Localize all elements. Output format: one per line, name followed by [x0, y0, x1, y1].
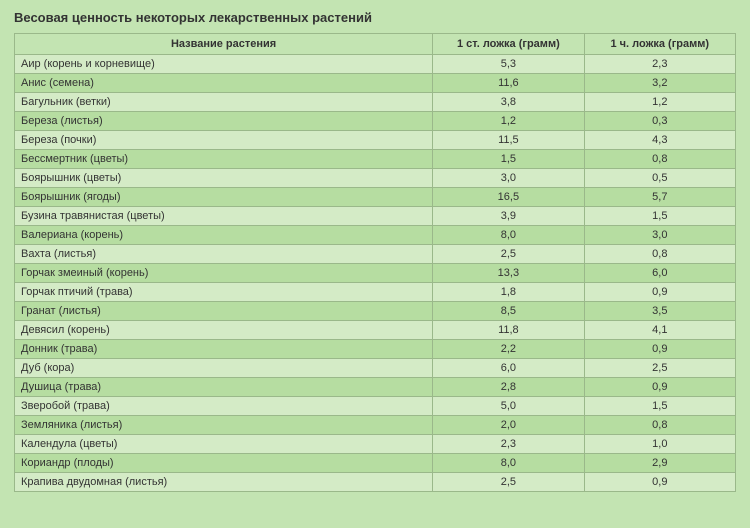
tablespoon-value: 8,0: [433, 454, 584, 473]
plant-name: Донник (трава): [15, 340, 433, 359]
teaspoon-value: 0,9: [584, 473, 735, 492]
teaspoon-value: 3,5: [584, 302, 735, 321]
tablespoon-value: 3,8: [433, 93, 584, 112]
table-row: Гранат (листья)8,53,5: [15, 302, 736, 321]
plant-name: Береза (листья): [15, 112, 433, 131]
col-tablespoon: 1 ст. ложка (грамм): [433, 34, 584, 55]
teaspoon-value: 0,9: [584, 340, 735, 359]
tablespoon-value: 2,2: [433, 340, 584, 359]
table-row: Валериана (корень)8,03,0: [15, 226, 736, 245]
teaspoon-value: 1,0: [584, 435, 735, 454]
plant-name: Земляника (листья): [15, 416, 433, 435]
plants-table: Название растения 1 ст. ложка (грамм) 1 …: [14, 33, 736, 492]
teaspoon-value: 2,5: [584, 359, 735, 378]
plant-name: Аир (корень и корневище): [15, 55, 433, 74]
teaspoon-value: 6,0: [584, 264, 735, 283]
tablespoon-value: 11,8: [433, 321, 584, 340]
teaspoon-value: 2,9: [584, 454, 735, 473]
tablespoon-value: 8,5: [433, 302, 584, 321]
teaspoon-value: 2,3: [584, 55, 735, 74]
plant-name: Боярышник (ягоды): [15, 188, 433, 207]
plant-name: Анис (семена): [15, 74, 433, 93]
table-row: Береза (почки)11,54,3: [15, 131, 736, 150]
tablespoon-value: 5,0: [433, 397, 584, 416]
teaspoon-value: 0,8: [584, 150, 735, 169]
table-row: Зверобой (трава)5,01,5: [15, 397, 736, 416]
plant-name: Гранат (листья): [15, 302, 433, 321]
teaspoon-value: 1,2: [584, 93, 735, 112]
tablespoon-value: 1,2: [433, 112, 584, 131]
table-row: Бузина травянистая (цветы)3,91,5: [15, 207, 736, 226]
table-row: Багульник (ветки)3,81,2: [15, 93, 736, 112]
table-row: Дуб (кора)6,02,5: [15, 359, 736, 378]
tablespoon-value: 2,5: [433, 473, 584, 492]
teaspoon-value: 4,3: [584, 131, 735, 150]
tablespoon-value: 11,5: [433, 131, 584, 150]
plant-name: Зверобой (трава): [15, 397, 433, 416]
teaspoon-value: 1,5: [584, 207, 735, 226]
table-row: Крапива двудомная (листья)2,50,9: [15, 473, 736, 492]
table-row: Календула (цветы)2,31,0: [15, 435, 736, 454]
table-row: Донник (трава)2,20,9: [15, 340, 736, 359]
table-row: Вахта (листья)2,50,8: [15, 245, 736, 264]
table-row: Горчак змеиный (корень)13,36,0: [15, 264, 736, 283]
table-row: Бессмертник (цветы)1,50,8: [15, 150, 736, 169]
col-name: Название растения: [15, 34, 433, 55]
plant-name: Валериана (корень): [15, 226, 433, 245]
page-title: Весовая ценность некоторых лекарственных…: [14, 10, 736, 25]
table-row: Боярышник (цветы)3,00,5: [15, 169, 736, 188]
table-row: Боярышник (ягоды)16,55,7: [15, 188, 736, 207]
tablespoon-value: 1,5: [433, 150, 584, 169]
tablespoon-value: 3,9: [433, 207, 584, 226]
teaspoon-value: 0,8: [584, 416, 735, 435]
tablespoon-value: 16,5: [433, 188, 584, 207]
teaspoon-value: 0,9: [584, 378, 735, 397]
plant-name: Боярышник (цветы): [15, 169, 433, 188]
plant-name: Душица (трава): [15, 378, 433, 397]
teaspoon-value: 3,2: [584, 74, 735, 93]
tablespoon-value: 8,0: [433, 226, 584, 245]
tablespoon-value: 6,0: [433, 359, 584, 378]
plant-name: Багульник (ветки): [15, 93, 433, 112]
table-row: Береза (листья)1,20,3: [15, 112, 736, 131]
teaspoon-value: 0,9: [584, 283, 735, 302]
table-row: Душица (трава)2,80,9: [15, 378, 736, 397]
tablespoon-value: 2,0: [433, 416, 584, 435]
tablespoon-value: 2,5: [433, 245, 584, 264]
teaspoon-value: 0,3: [584, 112, 735, 131]
tablespoon-value: 5,3: [433, 55, 584, 74]
plant-name: Крапива двудомная (листья): [15, 473, 433, 492]
plant-name: Девясил (корень): [15, 321, 433, 340]
col-teaspoon: 1 ч. ложка (грамм): [584, 34, 735, 55]
tablespoon-value: 2,8: [433, 378, 584, 397]
plant-name: Горчак змеиный (корень): [15, 264, 433, 283]
table-row: Девясил (корень)11,84,1: [15, 321, 736, 340]
table-row: Горчак птичий (трава)1,80,9: [15, 283, 736, 302]
tablespoon-value: 3,0: [433, 169, 584, 188]
teaspoon-value: 5,7: [584, 188, 735, 207]
plant-name: Бессмертник (цветы): [15, 150, 433, 169]
plant-name: Календула (цветы): [15, 435, 433, 454]
teaspoon-value: 4,1: [584, 321, 735, 340]
tablespoon-value: 2,3: [433, 435, 584, 454]
table-row: Анис (семена)11,63,2: [15, 74, 736, 93]
tablespoon-value: 13,3: [433, 264, 584, 283]
plant-name: Дуб (кора): [15, 359, 433, 378]
header-row: Название растения 1 ст. ложка (грамм) 1 …: [15, 34, 736, 55]
table-row: Аир (корень и корневище)5,32,3: [15, 55, 736, 74]
table-row: Кориандр (плоды)8,02,9: [15, 454, 736, 473]
tablespoon-value: 11,6: [433, 74, 584, 93]
teaspoon-value: 0,8: [584, 245, 735, 264]
table-row: Земляника (листья)2,00,8: [15, 416, 736, 435]
plant-name: Горчак птичий (трава): [15, 283, 433, 302]
plant-name: Кориандр (плоды): [15, 454, 433, 473]
teaspoon-value: 1,5: [584, 397, 735, 416]
tablespoon-value: 1,8: [433, 283, 584, 302]
plant-name: Береза (почки): [15, 131, 433, 150]
teaspoon-value: 3,0: [584, 226, 735, 245]
plant-name: Вахта (листья): [15, 245, 433, 264]
plant-name: Бузина травянистая (цветы): [15, 207, 433, 226]
teaspoon-value: 0,5: [584, 169, 735, 188]
